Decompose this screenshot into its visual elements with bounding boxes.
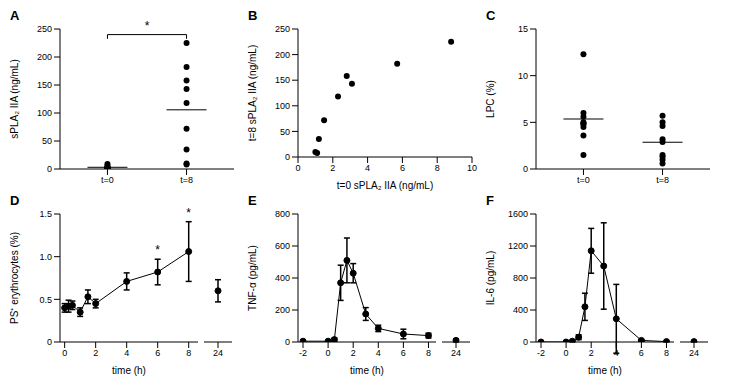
html-text:D: D xyxy=(10,193,20,208)
svg-text:2: 2 xyxy=(93,348,98,358)
svg-text:time (h): time (h) xyxy=(588,365,622,376)
svg-text:8: 8 xyxy=(664,348,669,358)
svg-text:0: 0 xyxy=(564,348,569,358)
svg-text:t=0 sPLA₂ IIA (ng/mL): t=0 sPLA₂ IIA (ng/mL) xyxy=(337,180,433,191)
svg-text:*: * xyxy=(145,19,150,33)
svg-text:4: 4 xyxy=(124,348,129,358)
svg-text:0: 0 xyxy=(523,164,528,174)
svg-text:TNF-α (pg/mL): TNF-α (pg/mL) xyxy=(247,245,258,311)
svg-text:200: 200 xyxy=(275,50,290,60)
svg-text:8: 8 xyxy=(426,348,431,358)
svg-text:10: 10 xyxy=(467,163,477,173)
svg-text:t=0: t=0 xyxy=(577,175,590,185)
svg-text:PS⁺ erythrocytes (%): PS⁺ erythrocytes (%) xyxy=(9,232,20,324)
svg-text:8: 8 xyxy=(435,163,440,173)
svg-text:2: 2 xyxy=(330,163,335,173)
svg-text:sPLA₂ IIA (ng/mL): sPLA₂ IIA (ng/mL) xyxy=(9,59,20,138)
svg-text:2: 2 xyxy=(589,348,594,358)
svg-text:4: 4 xyxy=(614,348,619,358)
svg-text:6: 6 xyxy=(400,163,405,173)
svg-text:1200: 1200 xyxy=(508,241,528,251)
svg-text:6: 6 xyxy=(155,348,160,358)
svg-text:time (h): time (h) xyxy=(112,365,146,376)
svg-text:t=8: t=8 xyxy=(656,175,669,185)
svg-text:200: 200 xyxy=(275,305,290,315)
svg-text:0: 0 xyxy=(326,348,331,358)
html-text:A: A xyxy=(10,8,20,23)
svg-text:10: 10 xyxy=(518,71,528,81)
svg-text:400: 400 xyxy=(513,305,528,315)
svg-text:24: 24 xyxy=(689,348,699,358)
svg-text:*: * xyxy=(155,243,160,257)
svg-text:200: 200 xyxy=(37,52,52,62)
svg-text:5: 5 xyxy=(523,118,528,128)
svg-text:600: 600 xyxy=(275,241,290,251)
html-text:C: C xyxy=(486,8,496,23)
svg-text:-2: -2 xyxy=(299,348,307,358)
svg-text:100: 100 xyxy=(37,108,52,118)
svg-text:-2: -2 xyxy=(537,348,545,358)
svg-text:t=8: t=8 xyxy=(180,175,193,185)
svg-text:250: 250 xyxy=(37,24,52,34)
svg-text:24: 24 xyxy=(213,348,223,358)
svg-text:8: 8 xyxy=(186,348,191,358)
html-text:F: F xyxy=(486,193,494,208)
html-text:B: B xyxy=(248,8,258,23)
svg-text:50: 50 xyxy=(280,127,290,137)
svg-text:0: 0 xyxy=(285,152,290,162)
svg-text:time (h): time (h) xyxy=(350,365,384,376)
svg-text:150: 150 xyxy=(275,75,290,85)
svg-text:50: 50 xyxy=(42,136,52,146)
svg-text:250: 250 xyxy=(275,24,290,34)
svg-text:100: 100 xyxy=(275,101,290,111)
svg-text:LPC (%): LPC (%) xyxy=(485,80,496,118)
svg-text:2: 2 xyxy=(351,348,356,358)
svg-text:1600: 1600 xyxy=(508,209,528,219)
svg-text:t=0: t=0 xyxy=(101,175,114,185)
svg-text:150: 150 xyxy=(37,80,52,90)
svg-text:t=8 sPLA₂ IIA (ng/mL): t=8 sPLA₂ IIA (ng/mL) xyxy=(247,45,258,141)
svg-text:4: 4 xyxy=(376,348,381,358)
svg-text:15: 15 xyxy=(518,24,528,34)
svg-text:400: 400 xyxy=(275,273,290,283)
svg-text:800: 800 xyxy=(275,209,290,219)
svg-text:*: * xyxy=(186,206,191,220)
svg-text:0: 0 xyxy=(47,164,52,174)
svg-text:0: 0 xyxy=(47,337,52,347)
svg-text:6: 6 xyxy=(401,348,406,358)
svg-text:0.5: 0.5 xyxy=(39,295,52,305)
svg-text:4: 4 xyxy=(365,163,370,173)
svg-text:0: 0 xyxy=(285,337,290,347)
svg-text:6: 6 xyxy=(639,348,644,358)
svg-text:0: 0 xyxy=(523,337,528,347)
svg-text:IL-6 (pg/mL): IL-6 (pg/mL) xyxy=(485,251,496,305)
svg-text:24: 24 xyxy=(451,348,461,358)
svg-text:1.0: 1.0 xyxy=(39,252,52,262)
svg-text:800: 800 xyxy=(513,273,528,283)
svg-text:0: 0 xyxy=(295,163,300,173)
svg-text:1.5: 1.5 xyxy=(39,209,52,219)
svg-text:0: 0 xyxy=(62,348,67,358)
html-text:E: E xyxy=(248,193,257,208)
